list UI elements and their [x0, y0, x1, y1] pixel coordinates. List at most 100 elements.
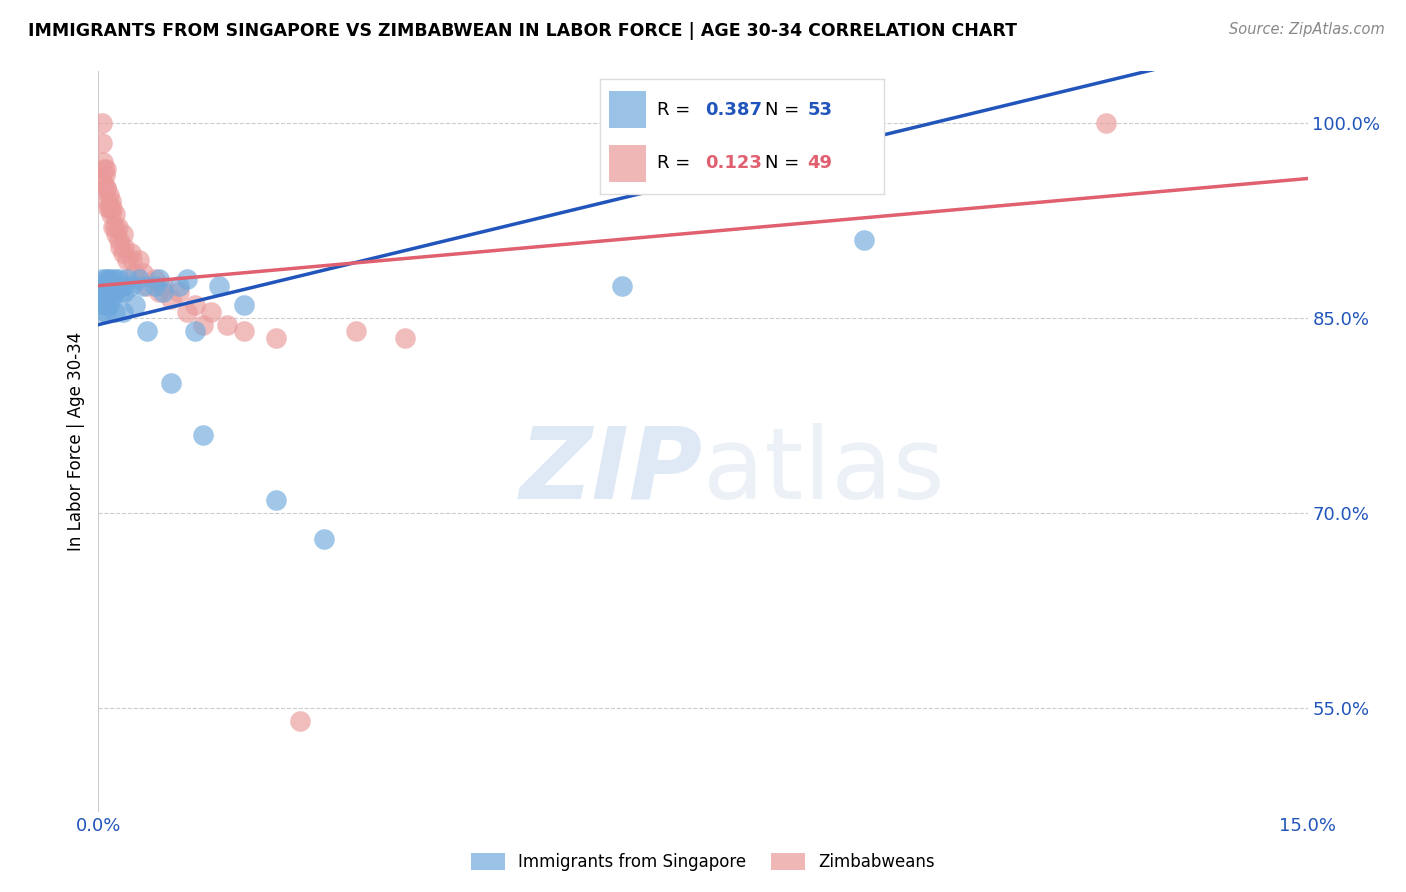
Point — [115, 252, 138, 267]
Point — [111, 304, 134, 318]
Point — [152, 278, 174, 293]
Point — [101, 278, 124, 293]
Point — [232, 298, 254, 312]
Point — [148, 272, 170, 286]
Point — [91, 285, 114, 300]
Point — [100, 207, 122, 221]
Point — [97, 278, 120, 293]
Text: Source: ZipAtlas.com: Source: ZipAtlas.com — [1229, 22, 1385, 37]
Point — [107, 272, 129, 286]
Point — [101, 285, 124, 300]
Point — [111, 227, 134, 241]
Point — [94, 272, 117, 286]
Point — [143, 272, 166, 286]
Point — [91, 175, 114, 189]
Point — [93, 298, 115, 312]
Point — [108, 285, 131, 300]
Point — [264, 493, 287, 508]
Point — [97, 285, 120, 300]
Point — [160, 376, 183, 390]
Point — [128, 272, 150, 286]
Point — [107, 220, 129, 235]
Point — [96, 161, 118, 176]
Point — [176, 272, 198, 286]
Point — [91, 155, 114, 169]
Point — [94, 292, 117, 306]
Point — [105, 278, 128, 293]
Point — [111, 246, 134, 260]
Point — [94, 278, 117, 293]
Point — [853, 233, 876, 247]
Point — [90, 116, 112, 130]
Text: atlas: atlas — [703, 423, 945, 520]
Point — [107, 233, 129, 247]
Point — [132, 278, 155, 293]
Point — [100, 194, 122, 209]
Text: IMMIGRANTS FROM SINGAPORE VS ZIMBABWEAN IN LABOR FORCE | AGE 30-34 CORRELATION C: IMMIGRANTS FROM SINGAPORE VS ZIMBABWEAN … — [28, 22, 1017, 40]
Point — [132, 266, 155, 280]
Point — [288, 714, 311, 728]
Point — [217, 318, 239, 332]
Point — [100, 278, 122, 293]
Point — [90, 278, 112, 293]
Point — [108, 240, 131, 254]
Point — [167, 278, 190, 293]
Point — [184, 324, 207, 338]
Point — [121, 252, 143, 267]
Point — [111, 278, 134, 293]
Point — [94, 168, 117, 182]
Point — [184, 298, 207, 312]
Point — [112, 240, 135, 254]
Point — [101, 220, 124, 235]
Point — [1095, 116, 1118, 130]
Point — [264, 331, 287, 345]
Point — [612, 278, 634, 293]
Point — [97, 187, 120, 202]
Point — [112, 285, 135, 300]
Point — [100, 272, 122, 286]
Point — [96, 304, 118, 318]
Point — [94, 181, 117, 195]
Point — [93, 285, 115, 300]
Point — [103, 220, 125, 235]
Legend: Immigrants from Singapore, Zimbabweans: Immigrants from Singapore, Zimbabweans — [465, 846, 941, 878]
Point — [200, 304, 222, 318]
Point — [97, 272, 120, 286]
Point — [100, 285, 122, 300]
Point — [98, 201, 121, 215]
Point — [103, 304, 125, 318]
Point — [176, 304, 198, 318]
Point — [103, 272, 125, 286]
Point — [115, 272, 138, 286]
Point — [124, 298, 146, 312]
Point — [91, 304, 114, 318]
Point — [100, 292, 122, 306]
Point — [97, 201, 120, 215]
Point — [124, 266, 146, 280]
Point — [193, 318, 215, 332]
Point — [96, 181, 118, 195]
Point — [96, 278, 118, 293]
Point — [208, 278, 231, 293]
Point — [96, 285, 118, 300]
Point — [143, 278, 166, 293]
Point — [96, 194, 118, 209]
Point — [344, 324, 367, 338]
Point — [91, 272, 114, 286]
Y-axis label: In Labor Force | Age 30-34: In Labor Force | Age 30-34 — [66, 332, 84, 551]
Point — [148, 285, 170, 300]
Point — [135, 324, 157, 338]
Point — [101, 201, 124, 215]
Point — [232, 324, 254, 338]
Point — [128, 252, 150, 267]
Point — [91, 136, 114, 150]
Point — [167, 285, 190, 300]
Point — [103, 285, 125, 300]
Point — [394, 331, 416, 345]
Point — [120, 278, 142, 293]
Point — [193, 428, 215, 442]
Point — [152, 285, 174, 300]
Point — [97, 298, 120, 312]
Point — [90, 292, 112, 306]
Point — [103, 207, 125, 221]
